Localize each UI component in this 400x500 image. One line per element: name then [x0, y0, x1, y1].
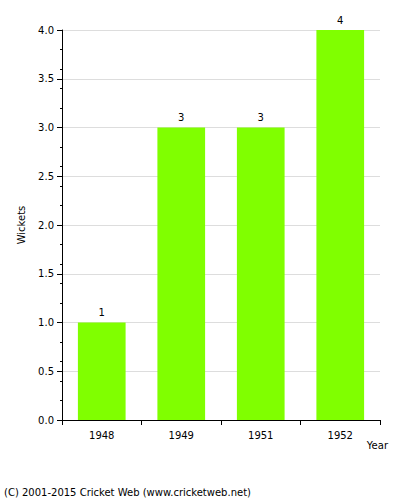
svg-text:4: 4: [337, 15, 343, 26]
svg-text:1951: 1951: [248, 430, 273, 441]
svg-text:1952: 1952: [328, 430, 353, 441]
svg-text:3: 3: [258, 112, 264, 123]
svg-text:2.5: 2.5: [38, 171, 54, 182]
svg-text:0.5: 0.5: [38, 366, 54, 377]
svg-text:1948: 1948: [89, 430, 114, 441]
svg-text:1.5: 1.5: [38, 268, 54, 279]
svg-text:0.0: 0.0: [38, 415, 54, 426]
svg-text:(C) 2001-2015 Cricket Web (www: (C) 2001-2015 Cricket Web (www.cricketwe…: [4, 487, 251, 498]
svg-text:3.5: 3.5: [38, 73, 54, 84]
svg-text:3.0: 3.0: [38, 122, 54, 133]
svg-text:2.0: 2.0: [38, 220, 54, 231]
svg-text:1: 1: [99, 307, 105, 318]
svg-text:Wickets: Wickets: [16, 206, 27, 245]
svg-text:1949: 1949: [169, 430, 194, 441]
svg-text:3: 3: [178, 112, 184, 123]
svg-text:Year: Year: [366, 440, 389, 451]
svg-text:4.0: 4.0: [38, 25, 54, 36]
svg-text:1.0: 1.0: [38, 317, 54, 328]
